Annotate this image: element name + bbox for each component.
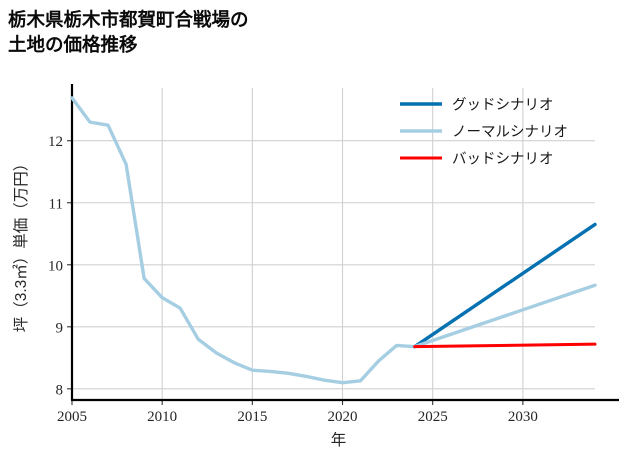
series-line-実績（過去推移）: [70, 96, 417, 385]
chart-title: 栃木県栃木市都賀町合戦場の 土地の価格推移: [8, 9, 249, 55]
legend-label-2: バッドシナリオ: [452, 152, 554, 168]
x-tick-label: 2010: [147, 409, 177, 425]
series-line-バッドシナリオ: [413, 342, 597, 349]
y-tick-label: 8: [56, 382, 64, 398]
x-tick-label: 2005: [57, 409, 87, 425]
x-tick-label: 2025: [418, 409, 448, 425]
legend-label-0: グッドシナリオ: [452, 97, 554, 114]
x-tick-label: 2030: [508, 409, 538, 425]
y-tick-label: 12: [48, 134, 63, 150]
y-tick-label: 9: [56, 320, 64, 336]
x-axis-label: 年: [331, 431, 347, 449]
y-tick-label: 10: [48, 258, 63, 274]
series-line-グッドシナリオ: [412, 222, 597, 349]
legend-label-1: ノーマルシナリオ: [452, 125, 568, 141]
x-tick-label: 2015: [237, 409, 267, 425]
x-tick-label: 2020: [328, 409, 358, 425]
y-tick-label: 11: [49, 196, 63, 212]
series-line-ノーマルシナリオ: [412, 283, 597, 349]
y-axis-label: 坪（3.3㎡）単価（万円）: [12, 156, 30, 333]
